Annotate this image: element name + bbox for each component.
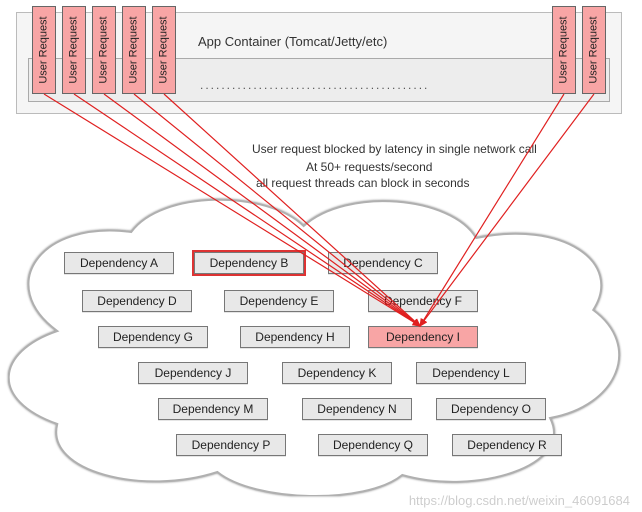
dependency-label: Dependency J [155, 366, 232, 380]
dependency-box: Dependency B [194, 252, 304, 274]
user-request-box: User Request [92, 6, 116, 94]
user-request-label: User Request [98, 16, 110, 83]
dependency-label: Dependency F [384, 294, 462, 308]
dependency-label: Dependency E [240, 294, 319, 308]
dependency-box: Dependency R [452, 434, 562, 456]
dependency-label: Dependency B [210, 256, 289, 270]
dependency-box: Dependency D [82, 290, 192, 312]
app-container-dots: ........................................… [200, 78, 520, 92]
user-request-label: User Request [68, 16, 80, 83]
dependency-box: Dependency E [224, 290, 334, 312]
dependency-label: Dependency N [317, 402, 396, 416]
dependency-box: Dependency N [302, 398, 412, 420]
user-request-box: User Request [62, 6, 86, 94]
info-line-1: User request blocked by latency in singl… [252, 142, 537, 156]
dependency-label: Dependency I [386, 330, 460, 344]
info-line-2: At 50+ requests/second [306, 160, 432, 174]
app-container-label: App Container (Tomcat/Jetty/etc) [198, 34, 387, 49]
dependency-box: Dependency H [240, 326, 350, 348]
dependency-label: Dependency A [80, 256, 158, 270]
dependency-box: Dependency A [64, 252, 174, 274]
dependency-label: Dependency H [255, 330, 334, 344]
dependency-label: Dependency L [432, 366, 509, 380]
dependency-box: Dependency L [416, 362, 526, 384]
dependency-label: Dependency R [467, 438, 546, 452]
user-request-box: User Request [32, 6, 56, 94]
dependency-box: Dependency G [98, 326, 208, 348]
dependency-label: Dependency O [451, 402, 531, 416]
info-line-3: all request threads can block in seconds [256, 176, 469, 190]
dependency-box: Dependency O [436, 398, 546, 420]
dependency-label: Dependency K [298, 366, 377, 380]
user-request-box: User Request [152, 6, 176, 94]
user-request-label: User Request [38, 16, 50, 83]
dependency-label: Dependency D [97, 294, 176, 308]
dependency-box: Dependency Q [318, 434, 428, 456]
dependency-box: Dependency I [368, 326, 478, 348]
user-request-label: User Request [558, 16, 570, 83]
dependency-label: Dependency G [113, 330, 193, 344]
dependency-box: Dependency C [328, 252, 438, 274]
dependency-label: Dependency P [192, 438, 271, 452]
user-request-label: User Request [588, 16, 600, 83]
user-request-label: User Request [128, 16, 140, 83]
dependency-box: Dependency M [158, 398, 268, 420]
dependency-label: Dependency C [343, 256, 422, 270]
dependency-box: Dependency J [138, 362, 248, 384]
dependency-box: Dependency P [176, 434, 286, 456]
user-request-box: User Request [552, 6, 576, 94]
user-request-box: User Request [122, 6, 146, 94]
dependency-box: Dependency K [282, 362, 392, 384]
user-request-label: User Request [158, 16, 170, 83]
dependency-label: Dependency M [173, 402, 254, 416]
dependency-label: Dependency Q [333, 438, 413, 452]
dependency-box: Dependency F [368, 290, 478, 312]
user-request-box: User Request [582, 6, 606, 94]
watermark: https://blog.csdn.net/weixin_46091684 [409, 493, 630, 508]
